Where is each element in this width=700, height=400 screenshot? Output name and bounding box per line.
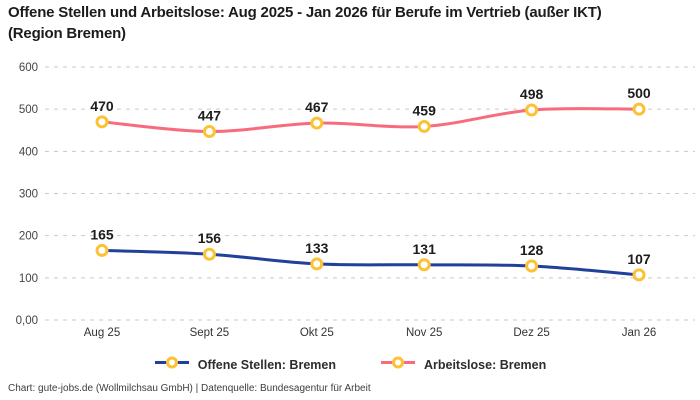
x-tick-label: Nov 25 (406, 327, 442, 339)
data-label: 459 (413, 102, 437, 118)
data-label: 470 (90, 98, 114, 114)
data-point[interactable] (95, 115, 109, 129)
data-point[interactable] (202, 125, 216, 139)
series-line-blue (100, 248, 641, 277)
y-tick-label: 500 (19, 104, 38, 116)
legend-label: Arbeitslose: Bremen (423, 358, 547, 372)
data-label: 133 (305, 240, 329, 256)
legend-item-arbeitslose: Arbeitslose: Bremen (380, 356, 546, 374)
data-label: 500 (627, 85, 651, 101)
data-point[interactable] (417, 258, 431, 272)
data-point[interactable] (632, 268, 646, 282)
legend-label: Offene Stellen: Bremen (197, 358, 336, 372)
x-tick-label: Sept 25 (190, 327, 230, 339)
chart-canvas: 0,00 100 200 300 400 500 600 Aug 25 Sept 25 Okt 2… (16, 62, 695, 339)
x-tick-label: Okt 25 (300, 327, 334, 339)
x-tick-label: Jan 26 (622, 327, 657, 339)
data-label: 447 (198, 108, 222, 124)
y-tick-label: 100 (19, 273, 38, 285)
data-label: 131 (413, 241, 437, 257)
data-point[interactable] (525, 259, 539, 273)
series-line-pink (100, 107, 641, 134)
x-tick-label: Dez 25 (513, 327, 549, 339)
y-tick-label: 400 (19, 146, 38, 158)
data-label: 467 (305, 99, 329, 115)
data-label: 498 (520, 86, 544, 102)
data-label: 128 (520, 242, 544, 258)
y-tick-label: 200 (19, 231, 38, 243)
line-marker-swatch-icon (380, 356, 416, 374)
data-point[interactable] (310, 257, 324, 271)
y-tick-label: 0,00 (16, 315, 38, 327)
data-point[interactable] (632, 102, 646, 116)
data-point[interactable] (525, 103, 539, 117)
data-point[interactable] (417, 119, 431, 133)
data-point[interactable] (95, 243, 109, 257)
data-point[interactable] (202, 247, 216, 261)
data-label: 165 (90, 226, 114, 242)
chart-footer: Chart: gute-jobs.de (Wollmilchsau GmbH) … (8, 383, 371, 394)
y-tick-label: 600 (19, 62, 38, 74)
data-label: 156 (198, 230, 222, 246)
data-label: 107 (627, 251, 651, 267)
line-marker-swatch-icon (154, 356, 190, 374)
chart-legend: Offene Stellen: Bremen Arbeitslose: Brem… (0, 353, 700, 377)
chart-title: Offene Stellen und Arbeitslose: Aug 2025… (8, 4, 602, 43)
x-tick-label: Aug 25 (84, 327, 120, 339)
y-tick-label: 300 (19, 189, 38, 201)
legend-item-offene-stellen: Offene Stellen: Bremen (154, 356, 336, 374)
data-point[interactable] (310, 116, 324, 130)
